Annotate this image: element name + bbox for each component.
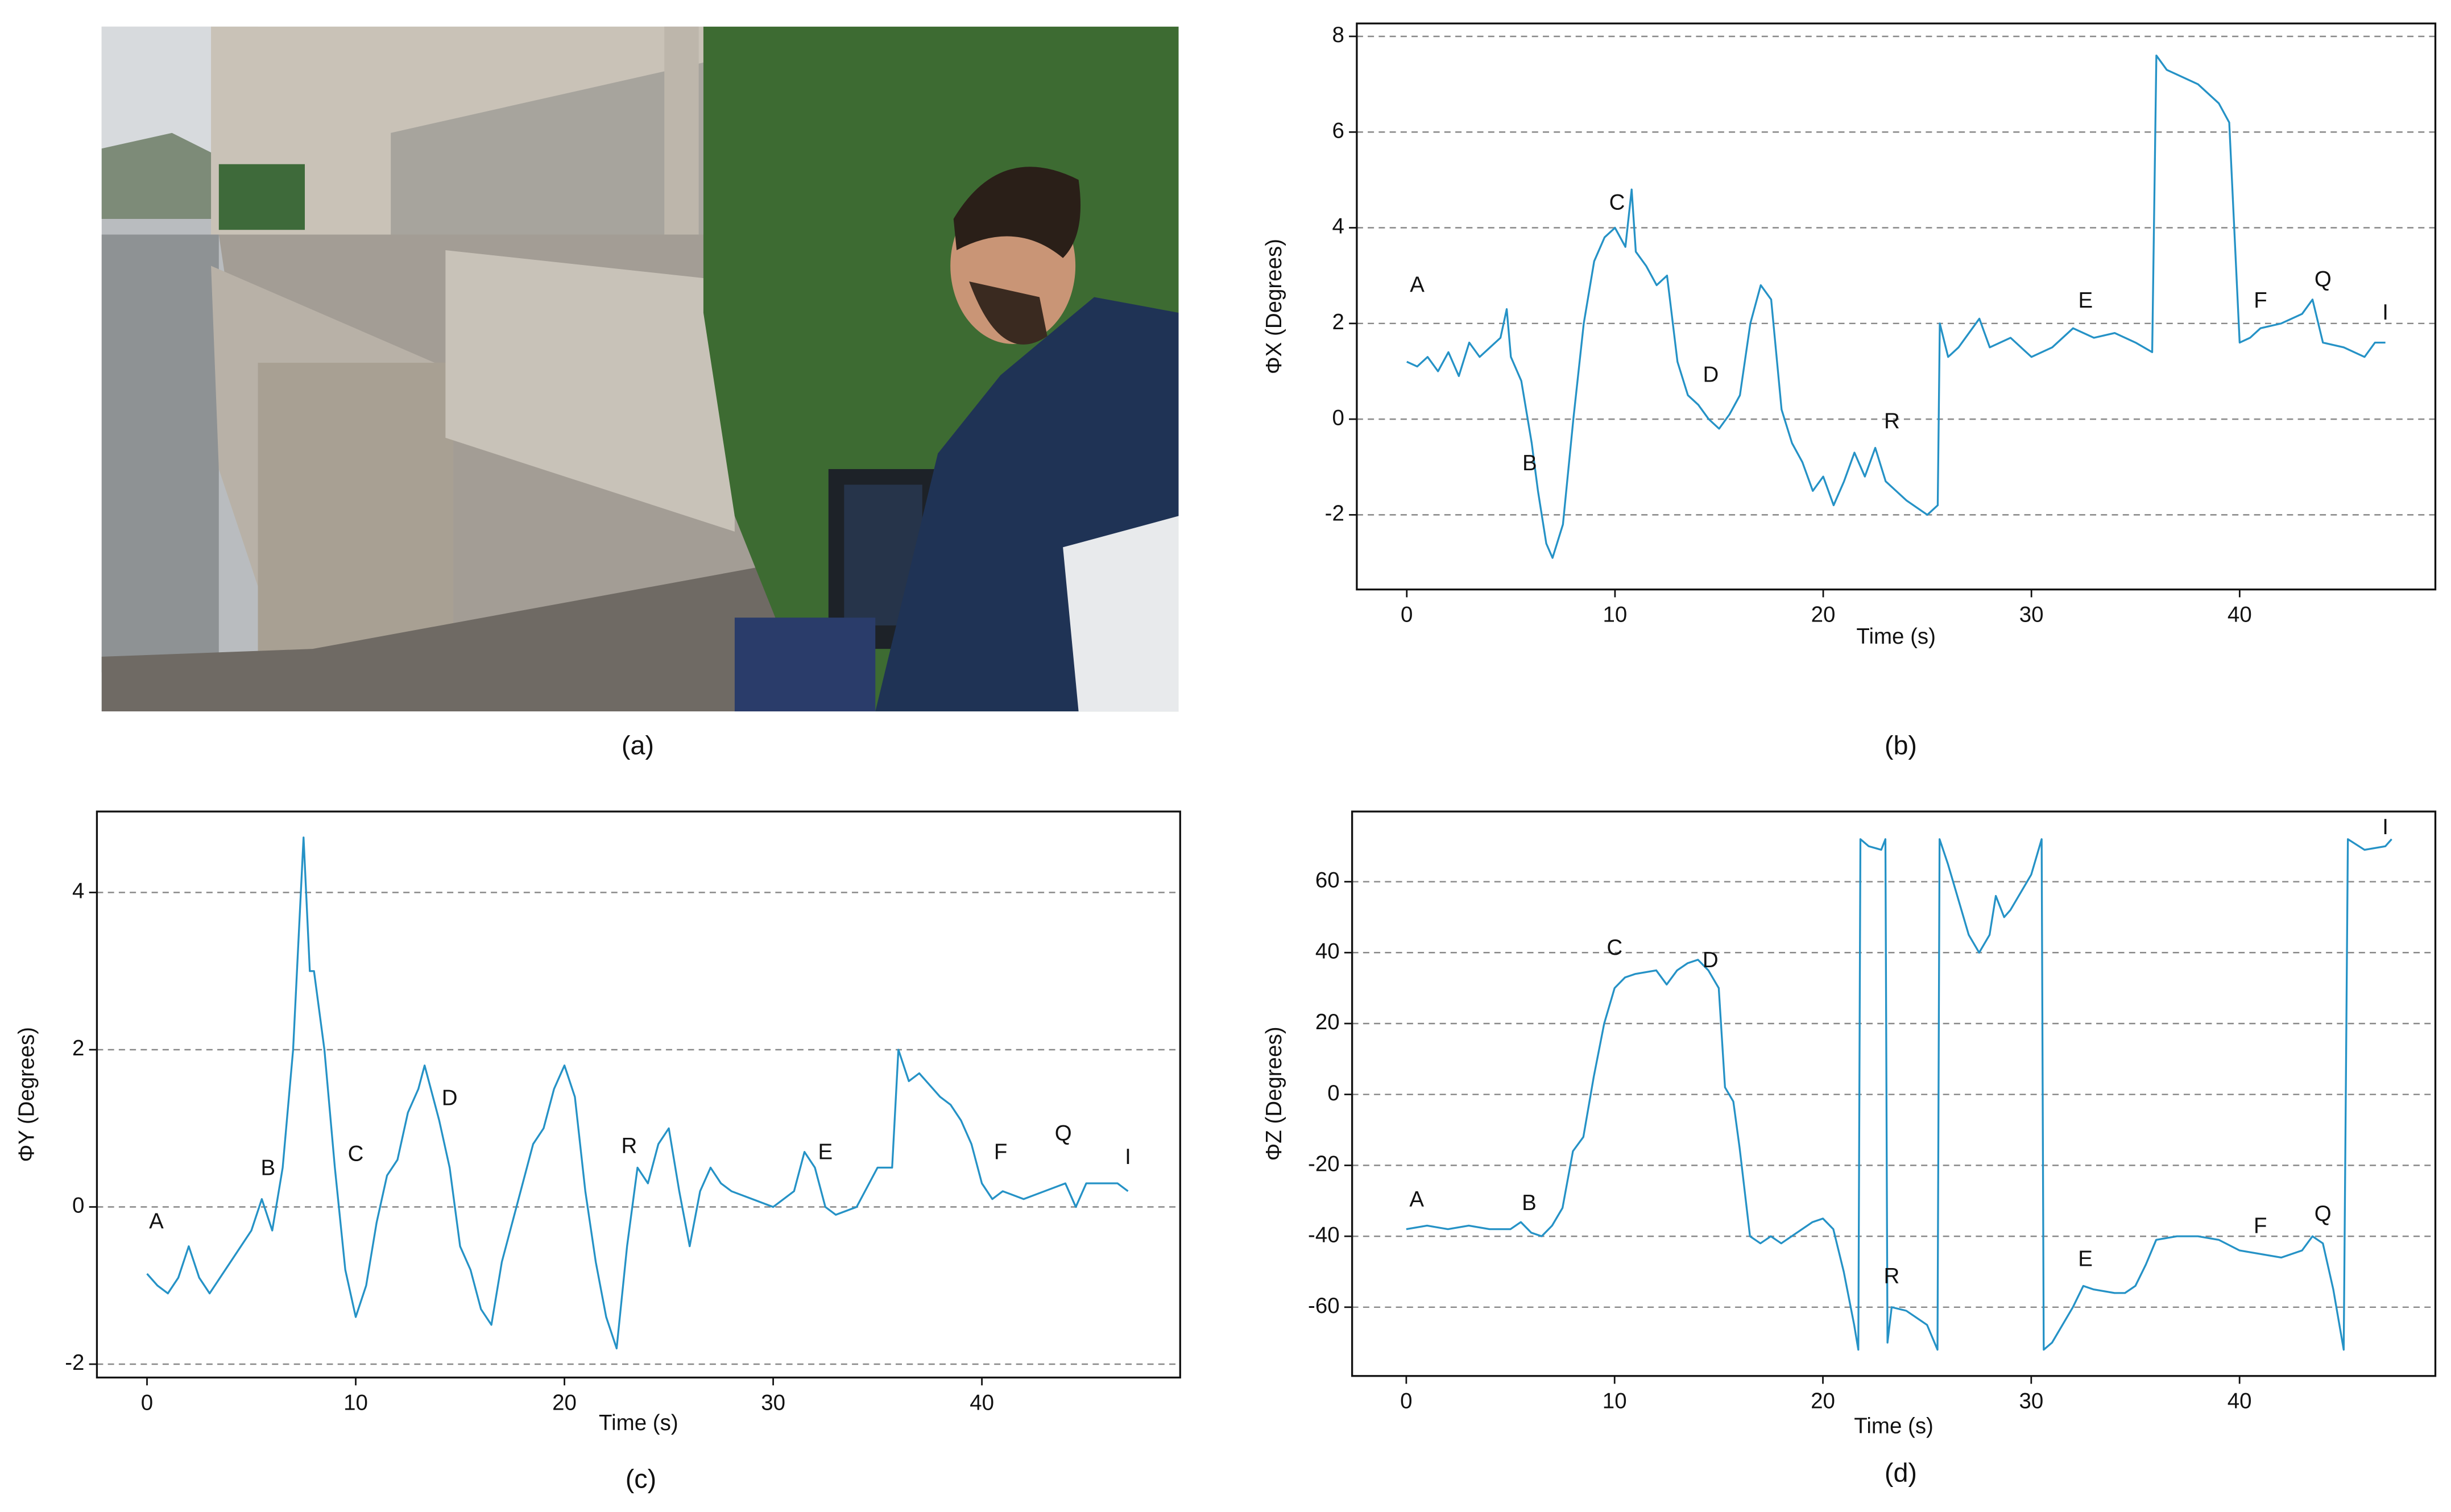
point-label: E <box>2078 1247 2093 1271</box>
y-tick-label: -20 <box>1308 1152 1340 1177</box>
x-tick-label: 30 <box>2019 603 2044 627</box>
caption: (d) <box>1885 1457 1917 1487</box>
data-line <box>146 836 1129 1350</box>
y-tick-label: 4 <box>72 879 84 904</box>
y-tick-label: 0 <box>1327 1081 1339 1105</box>
x-axis-label: Time (s) <box>1854 1414 1934 1439</box>
point-label: A <box>1410 272 1425 297</box>
y-tick-label: 40 <box>1315 939 1340 963</box>
point-label: D <box>1703 948 1719 972</box>
y-axis-label: ΦZ (Degrees) <box>1262 1026 1286 1161</box>
y-tick-label: 2 <box>72 1036 84 1061</box>
y-tick-label: 4 <box>1332 214 1344 239</box>
point-label: F <box>994 1140 1007 1165</box>
point-label: F <box>2254 1214 2267 1238</box>
point-label: D <box>442 1086 458 1110</box>
data-line <box>1406 54 2386 559</box>
plot-frame <box>96 810 1181 1379</box>
point-label: D <box>1703 363 1719 387</box>
data-line <box>1406 838 2392 1351</box>
caption: (b) <box>1885 731 1917 760</box>
y-tick-label: -2 <box>65 1351 84 1375</box>
point-label: A <box>149 1209 164 1233</box>
caption: (a) <box>622 731 654 760</box>
x-tick-label: 40 <box>2228 603 2252 627</box>
y-tick-label: -60 <box>1308 1294 1340 1318</box>
point-label: E <box>2079 288 2093 313</box>
point-label: Q <box>1055 1121 1072 1145</box>
y-tick-label: 0 <box>72 1194 84 1218</box>
x-tick-label: 10 <box>1603 603 1628 627</box>
y-tick-label: -40 <box>1308 1223 1340 1247</box>
x-tick-label: 40 <box>970 1390 994 1415</box>
x-tick-label: 10 <box>1603 1389 1627 1414</box>
point-label: I <box>2382 300 2388 325</box>
point-label: C <box>1609 190 1625 215</box>
point-label: I <box>2382 815 2388 839</box>
point-label: B <box>1522 451 1537 475</box>
point-label: E <box>818 1140 833 1165</box>
plot-frame <box>1356 22 2437 591</box>
x-tick-label: 30 <box>2019 1389 2043 1414</box>
photo <box>101 26 1179 712</box>
y-tick-label: 6 <box>1332 118 1344 143</box>
y-tick-label: 2 <box>1332 310 1344 334</box>
point-label: Q <box>2315 267 2332 291</box>
caption: (c) <box>626 1464 656 1493</box>
y-tick-label: 8 <box>1332 23 1344 47</box>
y-tick-label: -2 <box>1325 502 1344 526</box>
y-tick-label: 20 <box>1315 1010 1340 1034</box>
x-tick-label: 30 <box>761 1390 785 1415</box>
point-label: A <box>1409 1187 1424 1212</box>
point-label: R <box>621 1134 637 1158</box>
x-axis-label: Time (s) <box>1856 624 1936 649</box>
y-tick-label: 0 <box>1332 405 1344 430</box>
plot-frame <box>1351 810 2437 1377</box>
x-tick-label: 0 <box>141 1390 153 1415</box>
y-axis-label: ΦX (Degrees) <box>1262 239 1286 374</box>
point-label: Q <box>2315 1202 2332 1226</box>
point-label: B <box>261 1155 276 1180</box>
x-tick-label: 40 <box>2228 1389 2252 1414</box>
point-label: F <box>2254 288 2267 313</box>
x-tick-label: 20 <box>1811 1389 1835 1414</box>
x-axis-label: Time (s) <box>599 1411 678 1435</box>
x-tick-label: 10 <box>343 1390 368 1415</box>
x-tick-label: 20 <box>1811 603 1836 627</box>
x-tick-label: 0 <box>1400 1389 1412 1414</box>
point-label: C <box>348 1141 364 1166</box>
point-label: R <box>1884 409 1900 433</box>
point-label: I <box>1125 1145 1131 1169</box>
point-label: R <box>1884 1264 1900 1289</box>
x-tick-label: 0 <box>1401 603 1413 627</box>
x-tick-label: 20 <box>552 1390 577 1415</box>
y-tick-label: 60 <box>1315 868 1340 893</box>
point-label: B <box>1522 1191 1537 1215</box>
point-label: C <box>1607 935 1622 960</box>
y-axis-label: ΦY (Degrees) <box>15 1027 39 1162</box>
